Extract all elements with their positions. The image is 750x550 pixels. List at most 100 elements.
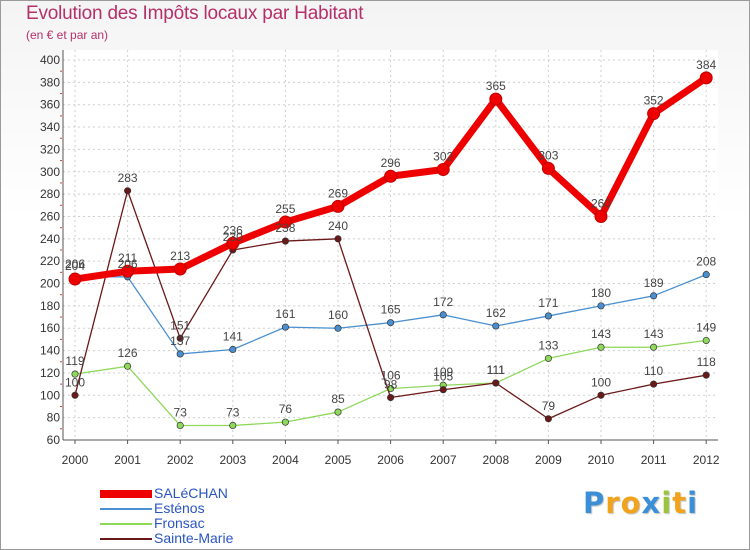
- data-label: 151: [170, 318, 190, 332]
- data-point: [702, 371, 710, 379]
- data-point: [436, 163, 450, 177]
- data-label: 283: [118, 171, 138, 185]
- data-point: [384, 169, 398, 183]
- data-label: 240: [328, 219, 348, 233]
- data-label: 172: [433, 295, 453, 309]
- data-point: [281, 323, 289, 331]
- x-tick-label: 2000: [62, 453, 89, 467]
- data-label: 238: [275, 221, 295, 235]
- data-label: 260: [591, 196, 611, 210]
- data-point: [650, 380, 658, 388]
- data-label: 73: [174, 405, 188, 419]
- data-label: 165: [381, 303, 401, 317]
- legend-label: Esténos: [154, 500, 205, 516]
- data-point: [702, 271, 710, 279]
- legend-swatch: [100, 538, 152, 540]
- data-label: 365: [486, 79, 506, 93]
- data-label: 180: [591, 286, 611, 300]
- data-label: 100: [591, 375, 611, 389]
- chart-subtitle: (en € et par an): [26, 28, 109, 42]
- data-point: [281, 237, 289, 245]
- data-point: [544, 312, 552, 320]
- data-label: 119: [65, 354, 84, 368]
- legend-label: SALéCHAN: [154, 485, 228, 501]
- data-label: 133: [538, 338, 558, 352]
- data-label: 213: [170, 249, 190, 263]
- data-point: [124, 362, 132, 370]
- data-label: 79: [542, 399, 556, 413]
- data-point: [334, 235, 342, 243]
- data-label: 352: [644, 94, 664, 108]
- data-label: 384: [696, 58, 716, 72]
- data-point: [702, 336, 710, 345]
- y-tick-label: 300: [40, 165, 60, 179]
- data-label: 73: [226, 405, 240, 419]
- logo-letter: x: [641, 486, 662, 520]
- data-point: [699, 71, 713, 85]
- data-label: 110: [644, 364, 663, 378]
- data-label: 160: [328, 308, 348, 322]
- data-label: 137: [170, 334, 190, 348]
- x-tick-label: 2005: [325, 453, 352, 467]
- data-point: [229, 421, 237, 430]
- data-label: 111: [487, 363, 506, 377]
- data-label: 171: [538, 296, 558, 310]
- data-point: [176, 334, 184, 342]
- data-point: [594, 209, 608, 223]
- data-point: [597, 391, 605, 399]
- proxiti-logo: Proxiti: [583, 486, 698, 520]
- data-point: [173, 262, 187, 276]
- data-point: [71, 391, 79, 399]
- data-point: [387, 393, 395, 402]
- data-label: 296: [381, 156, 401, 170]
- data-point: [176, 350, 184, 358]
- x-tick-label: 2002: [167, 453, 194, 467]
- data-point: [439, 386, 447, 394]
- data-point: [544, 354, 552, 362]
- y-tick-label: 240: [40, 232, 60, 246]
- data-label: 204: [65, 259, 85, 273]
- data-label: 161: [275, 307, 295, 321]
- data-point: [650, 292, 658, 300]
- x-tick-label: 2006: [377, 453, 404, 467]
- data-label: 302: [433, 150, 453, 164]
- x-tick-label: 2012: [693, 453, 720, 467]
- data-point: [492, 322, 500, 330]
- x-tick-label: 2001: [114, 453, 141, 467]
- y-tick-label: 220: [40, 254, 60, 268]
- data-label: 118: [697, 355, 716, 369]
- data-point: [334, 408, 342, 416]
- data-label: 211: [118, 251, 137, 265]
- data-label: 98: [384, 378, 398, 392]
- x-tick-label: 2008: [482, 453, 509, 467]
- data-label: 126: [118, 346, 138, 360]
- data-point: [647, 107, 661, 121]
- data-point: [226, 236, 240, 250]
- data-label: 230: [223, 230, 243, 244]
- x-tick-label: 2003: [219, 453, 246, 467]
- data-point: [597, 302, 605, 310]
- chart-title: Evolution des Impôts locaux par Habitant: [26, 3, 364, 24]
- y-tick-label: 260: [40, 209, 60, 223]
- logo-letter: P: [583, 486, 606, 520]
- data-point: [541, 161, 555, 175]
- data-label: 143: [644, 327, 664, 341]
- y-tick-label: 380: [40, 75, 60, 89]
- legend-label: Fronsac: [154, 515, 205, 531]
- data-label: 303: [538, 148, 558, 162]
- data-point: [281, 418, 289, 426]
- data-label: 76: [279, 402, 293, 416]
- logo-letter: o: [620, 486, 642, 520]
- y-tick-label: 200: [40, 277, 60, 291]
- data-point: [597, 343, 605, 351]
- x-tick-label: 2011: [641, 453, 667, 467]
- data-point: [229, 345, 237, 354]
- logo-letter: i: [661, 486, 673, 520]
- y-tick-label: 180: [40, 299, 60, 313]
- y-tick-label: 280: [40, 187, 60, 201]
- logo-letter: r: [605, 486, 621, 520]
- data-label: 255: [275, 202, 295, 216]
- data-label: 269: [328, 186, 348, 200]
- data-label: 206: [118, 257, 138, 271]
